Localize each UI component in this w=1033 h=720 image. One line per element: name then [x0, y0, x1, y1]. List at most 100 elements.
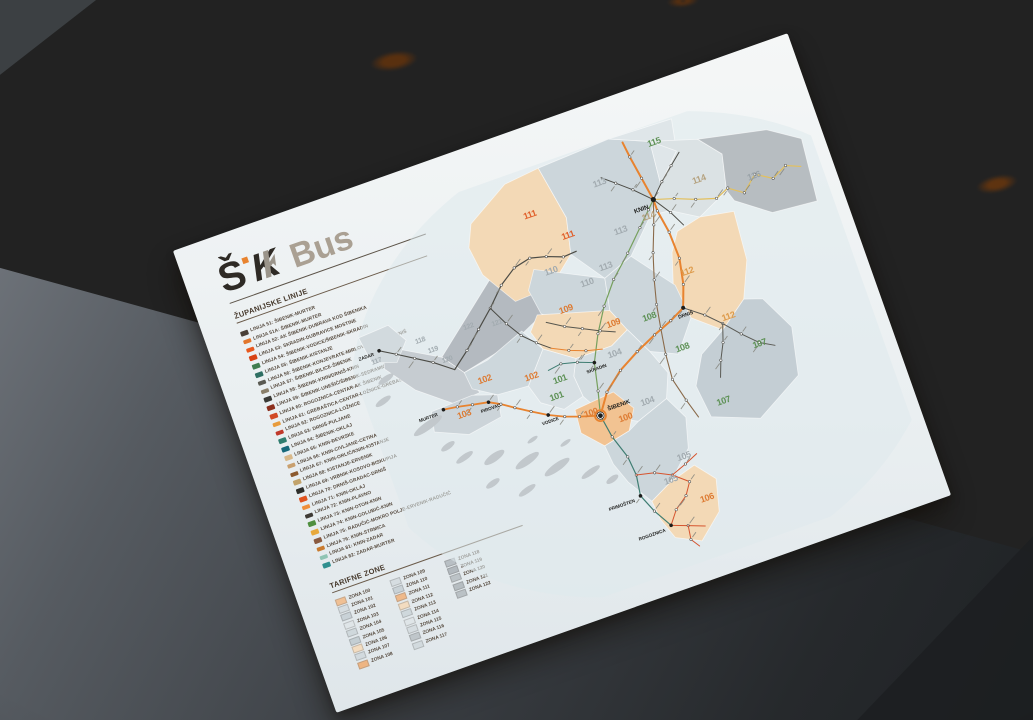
- line-color-swatch: [322, 561, 331, 569]
- stop-label-tick: [554, 366, 561, 374]
- stop-label-tick: [745, 184, 751, 191]
- route-stop: [394, 352, 398, 356]
- stop-label-tick: [723, 190, 727, 196]
- stop-label-tick: [686, 457, 691, 462]
- route-stop: [651, 251, 655, 255]
- stop-label-tick: [622, 256, 627, 263]
- stop-label-tick: [608, 384, 613, 390]
- island-shape: [441, 441, 455, 452]
- stop-label-tick: [692, 531, 697, 538]
- route-stop: [534, 341, 538, 345]
- zone-number-label: 106: [699, 491, 716, 505]
- route-stop: [659, 326, 663, 330]
- stop-label-tick: [664, 168, 671, 176]
- stop-label-tick: [525, 261, 529, 266]
- stop-label-tick: [661, 320, 667, 327]
- zone-number-label: 107: [715, 393, 732, 407]
- town-label: MURTER: [418, 412, 439, 424]
- stop-label-tick: [724, 335, 728, 341]
- zone-number-label: 109: [558, 302, 575, 316]
- stop-label-tick: [670, 223, 676, 230]
- route-stop: [598, 329, 602, 333]
- town-dot: [546, 413, 551, 417]
- stop-label-tick: [614, 373, 620, 381]
- zone-number-label: 101: [548, 389, 565, 403]
- route-stop: [413, 356, 417, 360]
- route-stop: [655, 303, 659, 306]
- route-stop: [652, 223, 656, 227]
- route-stop: [653, 471, 657, 475]
- zone-number-label: 120: [441, 355, 454, 365]
- zone-number-label: 103: [456, 407, 473, 421]
- stop-label-tick: [622, 459, 627, 466]
- route-stop: [628, 155, 632, 159]
- zone-number-label: 104: [639, 394, 656, 408]
- zone-number-label: 116: [746, 169, 762, 183]
- island-shape: [515, 451, 539, 470]
- zone-number-label: 102: [476, 372, 493, 386]
- route-stop: [519, 334, 523, 337]
- town-dot: [592, 360, 597, 365]
- route-stop: [667, 230, 671, 234]
- town-dot: [669, 523, 673, 528]
- zone-number-label: 121: [491, 318, 504, 328]
- stop-label-tick: [569, 343, 574, 349]
- route-stop: [612, 277, 616, 281]
- route-stop: [638, 226, 642, 230]
- stop-label-tick: [599, 382, 604, 389]
- island-shape: [484, 449, 505, 466]
- stop-label-tick: [648, 337, 654, 345]
- zone-number-label: 114: [640, 209, 656, 223]
- town-label: ZADAR: [358, 352, 375, 362]
- route-stop: [561, 255, 565, 259]
- zone-region-101: [527, 348, 584, 410]
- stop-label-tick: [690, 474, 695, 480]
- stop-label-tick: [718, 326, 722, 331]
- stop-label-tick: [466, 407, 472, 415]
- stop-label-tick: [690, 202, 695, 208]
- route-line: [682, 307, 776, 346]
- zone-region-105: [604, 398, 689, 502]
- island-shape: [606, 474, 619, 485]
- zone-number-label: 118: [414, 336, 427, 346]
- stop-label-tick: [717, 189, 724, 197]
- zone-number-label: 110: [543, 264, 559, 278]
- zone-region-106: [651, 464, 720, 542]
- route-stop: [757, 340, 761, 344]
- stop-label-tick: [630, 150, 635, 155]
- route-stop: [669, 319, 673, 323]
- zone-number-label: 113: [598, 259, 614, 273]
- stop-label-tick: [643, 212, 648, 219]
- stop-label-tick: [637, 465, 643, 473]
- town-label: PIROVAC: [480, 402, 502, 414]
- zone-number-label: 100: [583, 405, 600, 419]
- route-stop: [672, 197, 676, 201]
- route-stop: [610, 435, 614, 439]
- stop-label-tick: [750, 177, 754, 181]
- route-stop: [684, 398, 688, 402]
- zone-number-label: 110: [579, 275, 595, 289]
- route-stop: [575, 360, 579, 364]
- stop-label-tick: [752, 345, 759, 353]
- zone-region-107: [695, 298, 799, 419]
- stop-label-tick: [458, 400, 463, 405]
- route-stop: [528, 256, 532, 260]
- island-shape: [518, 484, 536, 497]
- stop-label-tick: [634, 183, 638, 188]
- island-shape: [527, 435, 538, 444]
- stop-label-tick: [537, 334, 543, 341]
- route-stop: [719, 358, 723, 362]
- map-routes: [378, 141, 802, 547]
- route-stop: [655, 209, 659, 213]
- route-stop: [512, 266, 516, 270]
- route-stop: [660, 180, 664, 184]
- route-stop: [499, 283, 503, 287]
- stop-label-tick: [636, 498, 640, 504]
- route-stop: [683, 462, 687, 466]
- route-stop: [721, 341, 725, 344]
- route-line: [547, 361, 595, 371]
- route-stop: [646, 208, 650, 212]
- island-shape: [378, 373, 394, 385]
- zone-number-label: 104: [606, 346, 623, 360]
- stop-label-tick: [516, 338, 521, 343]
